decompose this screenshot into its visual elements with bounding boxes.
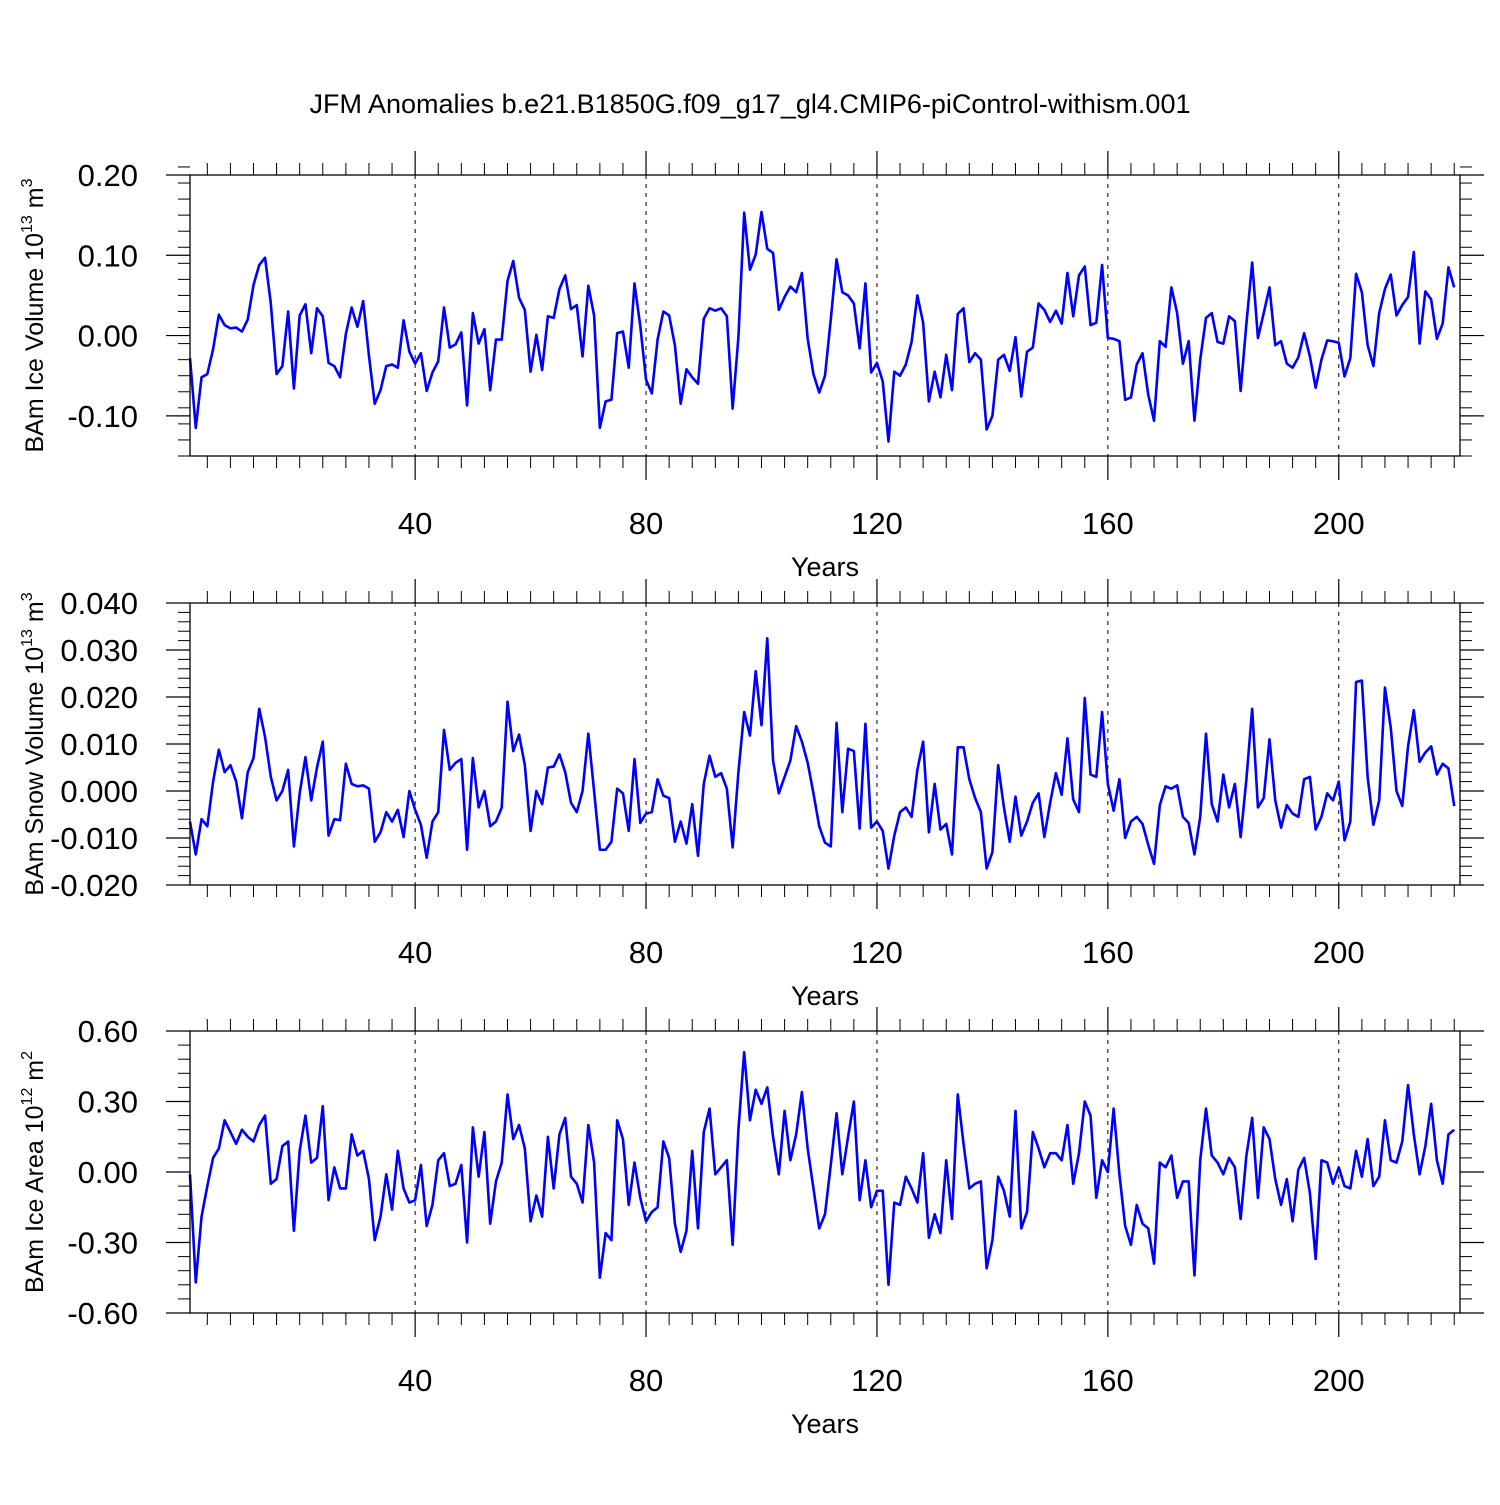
y-tick-label: 0.020 — [60, 680, 138, 715]
y-tick-label: 0.010 — [60, 727, 138, 762]
y-axis-label-text: BAm Snow Volume 10 — [21, 647, 49, 896]
y-axis-label-text: BAm Ice Volume 10 — [21, 233, 49, 453]
chart-panel-1: -0.10 0.00 0.10 0.20 40 80 120 160 200 Years BAm I… — [19, 151, 1484, 582]
x-tick-label: 160 — [1082, 506, 1134, 541]
y-tick-label: -0.010 — [50, 821, 138, 856]
y-tick-label: 0.30 — [78, 1085, 138, 1120]
x-tick-label: 160 — [1082, 935, 1134, 970]
plot-frame — [189, 1030, 1461, 1314]
y-tick-label: 0.10 — [78, 238, 138, 273]
y-tick-label: 0.040 — [60, 586, 138, 621]
x-tick-label: 40 — [398, 506, 432, 541]
x-tick-label: 120 — [851, 506, 903, 541]
y-tick-label: -0.10 — [67, 399, 138, 434]
y-axis-label: BAm Snow Volume 1013 m3 — [19, 592, 49, 895]
x-tick-label: 120 — [851, 1363, 903, 1398]
plot-frame — [189, 174, 1461, 457]
y-tick-label: -0.020 — [50, 868, 138, 903]
y-axis-label-superscript: 12 — [19, 1088, 36, 1106]
x-tick-label: 80 — [629, 935, 663, 970]
series-line — [188, 210, 1456, 443]
x-axis-label: Years — [791, 552, 859, 582]
x-tick-label: 200 — [1313, 1363, 1365, 1398]
panels: -0.10 0.00 0.10 0.20 40 80 120 160 200 Years BAm I… — [19, 151, 1484, 1439]
y-tick-label: -0.60 — [67, 1296, 138, 1331]
x-axis-label: Years — [791, 1409, 859, 1439]
series-line — [188, 636, 1456, 870]
x-axis-label: Years — [791, 981, 859, 1011]
y-axis-label-superscript: 2 — [19, 1051, 36, 1060]
y-tick-label: 0.00 — [78, 319, 138, 354]
y-axis-label-text: m — [21, 1060, 49, 1088]
y-tick-label: -0.30 — [67, 1226, 138, 1261]
y-axis-label-text: m — [21, 187, 49, 215]
y-tick-label: 0.000 — [60, 774, 138, 809]
x-tick-label: 200 — [1313, 935, 1365, 970]
y-axis-label-superscript: 13 — [19, 215, 36, 233]
x-tick-label: 80 — [629, 1363, 663, 1398]
y-tick-label: 0.20 — [78, 158, 138, 193]
y-axis-label-text: m — [21, 601, 49, 629]
x-tick-label: 40 — [398, 1363, 432, 1398]
y-axis-label: BAm Ice Volume 1013 m3 — [19, 178, 49, 452]
plot-frame — [189, 602, 1461, 886]
x-tick-label: 200 — [1313, 506, 1365, 541]
chart-panel-2: -0.020 -0.010 0.000 0.010 0.020 0.030 0.040 40 8… — [19, 579, 1484, 1011]
figure-title: JFM Anomalies b.e21.B1850G.f09_g17_gl4.C… — [310, 89, 1191, 119]
y-axis-label: BAm Ice Area 1012 m2 — [19, 1051, 49, 1293]
y-axis-label-superscript: 3 — [19, 592, 36, 601]
x-tick-label: 160 — [1082, 1363, 1134, 1398]
y-axis-label-superscript: 3 — [19, 178, 36, 187]
y-axis-label-superscript: 13 — [19, 629, 36, 647]
y-tick-label: 0.00 — [78, 1155, 138, 1190]
chart-panel-3: -0.60 -0.30 0.00 0.30 0.60 40 80 120 160 200 Years… — [19, 1007, 1484, 1439]
y-tick-label: 0.030 — [60, 633, 138, 668]
x-tick-label: 120 — [851, 935, 903, 970]
series-line — [188, 1050, 1456, 1287]
y-axis-label-text: BAm Ice Area 10 — [21, 1105, 49, 1293]
x-tick-label: 40 — [398, 935, 432, 970]
y-tick-label: 0.60 — [78, 1014, 138, 1049]
x-tick-label: 80 — [629, 506, 663, 541]
